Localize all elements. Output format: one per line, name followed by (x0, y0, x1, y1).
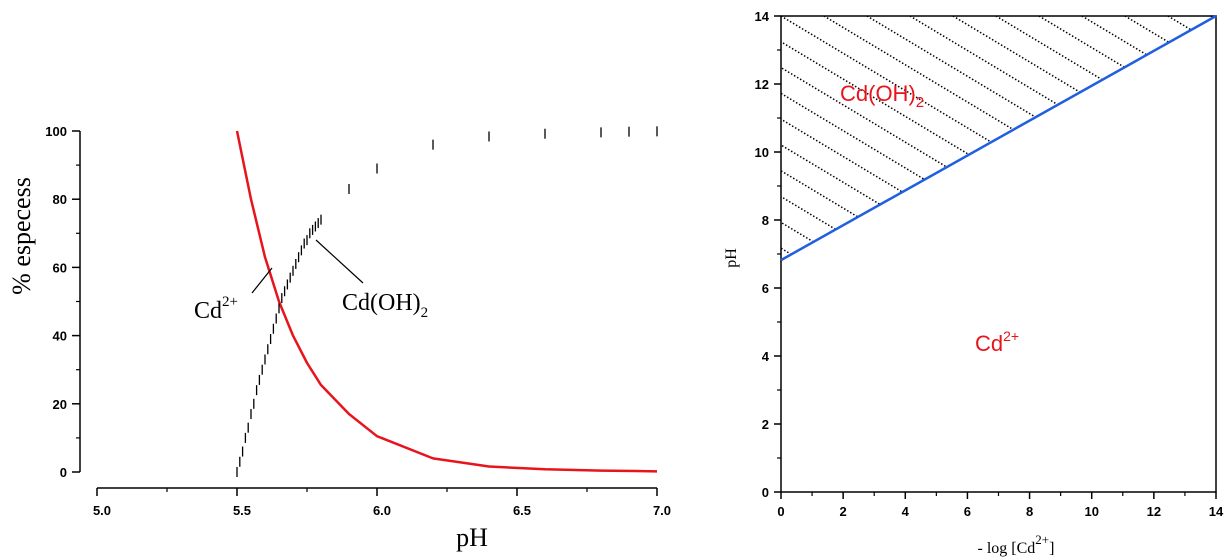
right-x-label-end: ] (1049, 540, 1054, 557)
right-y-axis-label: pH (723, 248, 740, 268)
hatch-line (1038, 16, 1216, 261)
left-x-axis-label: pH (456, 523, 488, 552)
left-y-axis-label: % especess (7, 177, 36, 295)
region-label-cd2: Cd2+ (975, 328, 1019, 356)
hatch-line (952, 16, 1216, 261)
left-plot-area (235, 126, 658, 477)
cd2-series-label: Cd2+ (194, 294, 238, 324)
region-cdoh2-sub: 2 (916, 94, 924, 111)
hatch-line (781, 16, 1084, 261)
right-y-tick-label: 10 (755, 145, 769, 160)
right-y-tick-label: 0 (762, 485, 769, 500)
hatch-line (781, 16, 912, 261)
hatch-line (781, 16, 1216, 261)
hatch-line (781, 16, 1127, 261)
hatch-line (1167, 16, 1216, 261)
right-axes: 0 2 4 6 8 10 12 14 0 2 4 6 8 10 12 14 (755, 9, 1224, 519)
hatch-line (1081, 16, 1216, 261)
right-x-tick-label: 12 (1147, 504, 1161, 519)
right-y-tick-label: 12 (755, 77, 769, 92)
cd2-label-leader (251, 267, 273, 294)
right-plot-area (780, 14, 1217, 262)
left-y-tick-label: 40 (53, 329, 67, 344)
region-cdoh2-main: Cd(OH) (840, 81, 916, 106)
right-x-label-sup: 2+ (1035, 532, 1049, 547)
hatch-line (781, 16, 1170, 261)
left-axes: 5.0 5.5 6.0 6.5 7.0 0 20 40 60 80 100 (45, 124, 671, 518)
region-cd2-sup: 2+ (1003, 328, 1019, 344)
left-y-tick-label: 20 (53, 397, 67, 412)
right-y-tick-label: 2 (762, 417, 769, 432)
hatch-line (781, 16, 955, 261)
cdoh2-series-label: Cd(OH)2 (342, 290, 428, 321)
hatch-line (781, 16, 998, 261)
hatch-line (781, 16, 1041, 261)
left-x-tick-label: 6.0 (373, 503, 391, 518)
right-x-tick-label: 2 (840, 504, 847, 519)
left-x-tick-label: 5.5 (233, 503, 251, 518)
right-x-label-main: - log [Cd (978, 540, 1036, 557)
boundary-line (780, 14, 1217, 262)
left-y-tick-label: 0 (60, 465, 67, 480)
hatch-line (1210, 16, 1216, 261)
region-label-cdoh2: Cd(OH)2 (840, 81, 924, 111)
right-y-tick-label: 14 (755, 9, 770, 24)
right-x-tick-label: 4 (902, 504, 910, 519)
hatch-line (1124, 16, 1216, 261)
hatch-line (909, 16, 1216, 261)
left-x-tick-label: 5.0 (93, 503, 111, 518)
right-y-tick-label: 8 (762, 213, 769, 228)
cd2-label-sup: 2+ (222, 294, 238, 310)
hatch-line (866, 16, 1216, 261)
left-y-tick-label: 100 (45, 124, 67, 139)
right-x-tick-label: 14 (1209, 504, 1224, 519)
hatch-line (995, 16, 1216, 261)
cd2-label-main: Cd (194, 298, 222, 324)
left-chart: 5.0 5.5 6.0 6.5 7.0 0 20 40 60 80 100 % especess p… (7, 124, 671, 552)
right-x-tick-label: 6 (964, 504, 971, 519)
cdoh2-label-main: Cd(OH) (342, 290, 421, 316)
cdoh2-label-leader (315, 239, 364, 284)
hatch-line (823, 16, 1216, 261)
right-x-axis-label: - log [Cd2+] (978, 532, 1055, 557)
right-x-tick-label: 0 (777, 504, 784, 519)
region-cd2-main: Cd (975, 331, 1003, 356)
hatch-line (781, 16, 1216, 261)
cdoh2-label-sub: 2 (421, 305, 429, 321)
left-x-tick-label: 6.5 (513, 503, 531, 518)
series-cd2-line (235, 130, 658, 473)
right-x-tick-label: 10 (1084, 504, 1098, 519)
left-y-tick-label: 80 (53, 192, 67, 207)
right-x-tick-label: 8 (1026, 504, 1033, 519)
left-y-tick-label: 60 (53, 260, 67, 275)
right-y-tick-label: 6 (762, 281, 769, 296)
left-x-tick-label: 7.0 (653, 503, 671, 518)
right-y-tick-label: 4 (762, 349, 770, 364)
hatch-line (781, 16, 1216, 261)
